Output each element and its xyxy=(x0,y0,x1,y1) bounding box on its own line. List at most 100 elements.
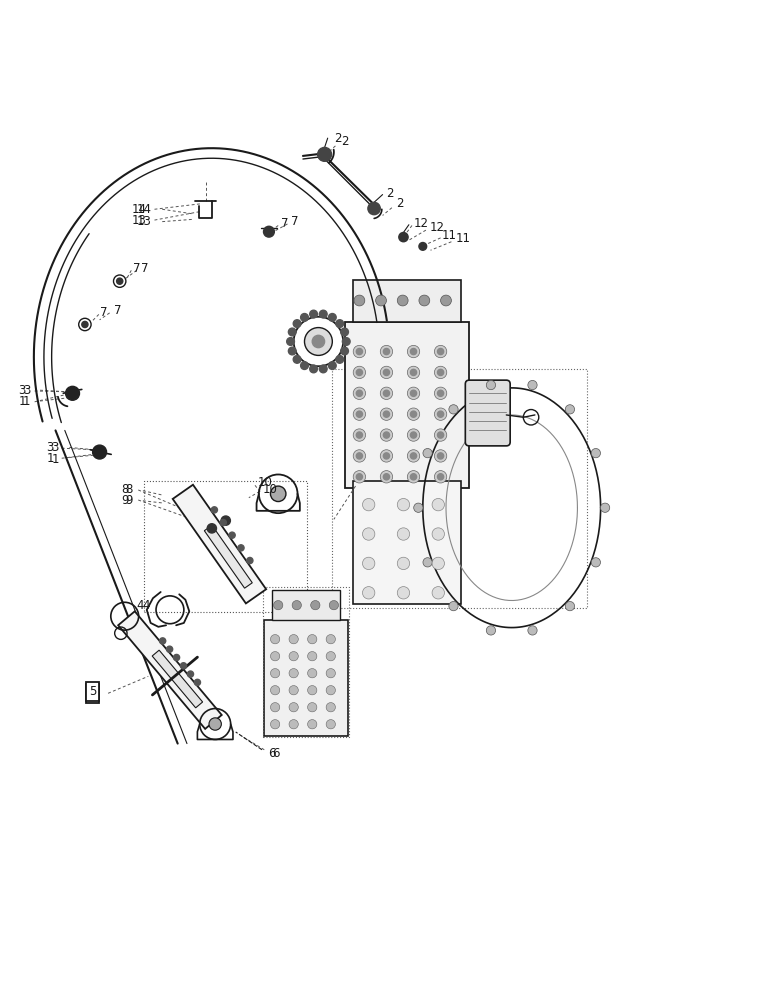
Circle shape xyxy=(221,516,230,525)
Circle shape xyxy=(353,345,365,358)
Circle shape xyxy=(274,601,282,610)
Circle shape xyxy=(293,356,301,363)
FancyBboxPatch shape xyxy=(466,380,510,446)
Bar xyxy=(263,587,349,737)
Circle shape xyxy=(289,669,298,678)
Circle shape xyxy=(528,626,537,635)
Bar xyxy=(332,369,587,608)
Circle shape xyxy=(326,703,335,712)
Circle shape xyxy=(317,147,331,161)
Circle shape xyxy=(591,558,601,567)
Circle shape xyxy=(435,387,447,399)
Text: 9: 9 xyxy=(121,494,129,507)
Text: 4: 4 xyxy=(142,599,150,612)
Text: 13: 13 xyxy=(131,214,146,227)
Circle shape xyxy=(220,519,227,526)
Circle shape xyxy=(310,601,320,610)
Circle shape xyxy=(353,366,365,379)
Circle shape xyxy=(356,453,362,459)
Circle shape xyxy=(407,408,420,420)
Text: 7: 7 xyxy=(133,262,140,275)
Circle shape xyxy=(432,557,445,570)
Circle shape xyxy=(383,432,390,438)
Text: 4: 4 xyxy=(137,599,144,612)
Circle shape xyxy=(383,390,390,396)
Text: 5: 5 xyxy=(89,687,96,700)
Circle shape xyxy=(435,450,447,462)
Text: 1: 1 xyxy=(19,395,26,408)
Text: 11: 11 xyxy=(456,232,470,245)
Text: 3: 3 xyxy=(52,441,59,454)
Circle shape xyxy=(411,369,417,376)
Circle shape xyxy=(565,405,574,414)
Text: 1: 1 xyxy=(23,395,30,408)
Text: 12: 12 xyxy=(430,221,445,234)
Text: 13: 13 xyxy=(137,215,151,228)
Circle shape xyxy=(326,669,335,678)
Circle shape xyxy=(407,366,420,379)
Text: 7: 7 xyxy=(291,215,299,228)
Circle shape xyxy=(307,669,317,678)
Circle shape xyxy=(289,328,296,336)
Text: 14: 14 xyxy=(131,203,147,216)
Polygon shape xyxy=(173,485,266,603)
Circle shape xyxy=(383,411,390,417)
Circle shape xyxy=(116,278,123,284)
Circle shape xyxy=(399,232,408,242)
Circle shape xyxy=(423,448,432,458)
Circle shape xyxy=(310,310,317,318)
Text: 5: 5 xyxy=(89,685,96,698)
Circle shape xyxy=(207,524,217,533)
Circle shape xyxy=(300,362,308,369)
Circle shape xyxy=(92,445,106,459)
Circle shape xyxy=(411,432,417,438)
Circle shape xyxy=(307,703,317,712)
Circle shape xyxy=(356,474,362,480)
Circle shape xyxy=(362,498,375,511)
Circle shape xyxy=(438,369,444,376)
Circle shape xyxy=(271,703,280,712)
Text: 14: 14 xyxy=(137,203,151,216)
Circle shape xyxy=(432,498,445,511)
Circle shape xyxy=(438,432,444,438)
Circle shape xyxy=(271,669,280,678)
Text: 10: 10 xyxy=(258,476,273,489)
Circle shape xyxy=(376,295,386,306)
Circle shape xyxy=(336,320,344,327)
Circle shape xyxy=(307,720,317,729)
Text: 7: 7 xyxy=(100,306,108,319)
Circle shape xyxy=(362,528,375,540)
Bar xyxy=(144,481,307,612)
Text: 7: 7 xyxy=(140,262,148,275)
Circle shape xyxy=(407,387,420,399)
Circle shape xyxy=(289,652,298,661)
Text: 8: 8 xyxy=(125,483,133,496)
Circle shape xyxy=(356,411,362,417)
Circle shape xyxy=(438,411,444,417)
Circle shape xyxy=(271,635,280,644)
Circle shape xyxy=(432,528,445,540)
Circle shape xyxy=(354,295,365,306)
Bar xyxy=(265,620,348,736)
Circle shape xyxy=(380,450,393,462)
Circle shape xyxy=(407,345,420,358)
Circle shape xyxy=(368,202,380,215)
Circle shape xyxy=(435,408,447,420)
Text: 2: 2 xyxy=(334,132,341,145)
Circle shape xyxy=(435,471,447,483)
Circle shape xyxy=(211,507,217,513)
Text: 3: 3 xyxy=(47,441,54,454)
Circle shape xyxy=(528,380,537,390)
Circle shape xyxy=(310,365,317,373)
Circle shape xyxy=(353,387,365,399)
Circle shape xyxy=(435,429,447,441)
Circle shape xyxy=(307,635,317,644)
Circle shape xyxy=(238,545,244,551)
Circle shape xyxy=(438,453,444,459)
Circle shape xyxy=(271,652,280,661)
Circle shape xyxy=(565,601,574,611)
Circle shape xyxy=(435,345,447,358)
Circle shape xyxy=(307,652,317,661)
Circle shape xyxy=(438,390,444,396)
Bar xyxy=(272,590,340,620)
